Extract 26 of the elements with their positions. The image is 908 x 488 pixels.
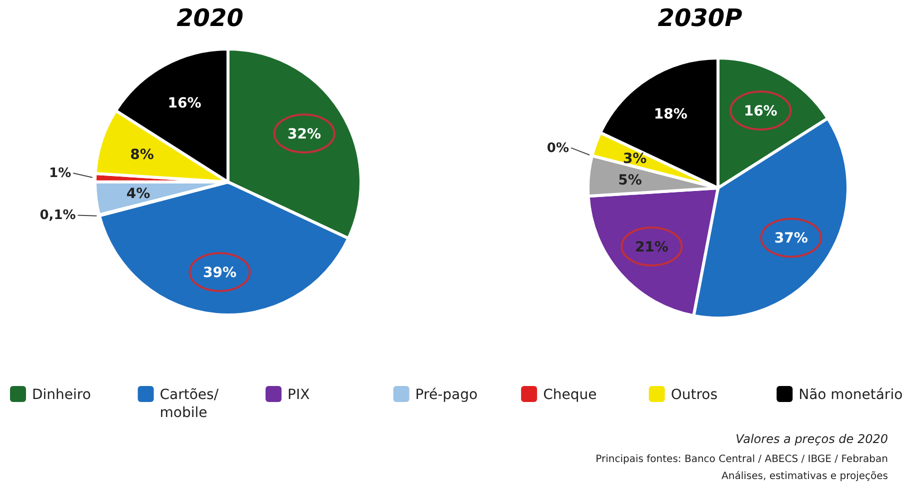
data-label: 4% — [126, 186, 150, 202]
text: Principais fontes: Banco Central / ABECS / IBGE / Febraban — [596, 454, 888, 465]
data-label: 16% — [744, 104, 778, 120]
text: Valores a preços de 2020 — [736, 432, 888, 446]
data-label: 18% — [654, 106, 688, 122]
text: 0% — [546, 140, 569, 156]
data-label: 5% — [618, 172, 642, 189]
slice-label: 2020 — [176, 4, 244, 32]
data-label: 39% — [203, 265, 237, 282]
slice-label: 2030P — [658, 4, 743, 32]
text: Análises, estimativas e projeções — [722, 471, 888, 482]
data-label: 3% — [622, 151, 647, 168]
data-label: 16% — [168, 96, 202, 112]
data-label: 37% — [774, 230, 808, 247]
data-label: 8% — [130, 146, 154, 163]
data-label: 21% — [634, 239, 668, 256]
data-label: 1% — [49, 166, 72, 182]
legend-label: PIX — [288, 387, 310, 403]
legend-label: Dinheiro — [32, 387, 91, 403]
legend-label: Não monetário — [798, 387, 903, 403]
legend-label: Pré-pago — [415, 387, 478, 403]
legend-label: Cheque — [543, 387, 597, 403]
data-label: 0,1% — [40, 208, 76, 224]
legend-label: Cartões/ mobile — [160, 387, 219, 421]
data-label: 32% — [288, 126, 322, 142]
legend-label: Outros — [670, 387, 718, 403]
